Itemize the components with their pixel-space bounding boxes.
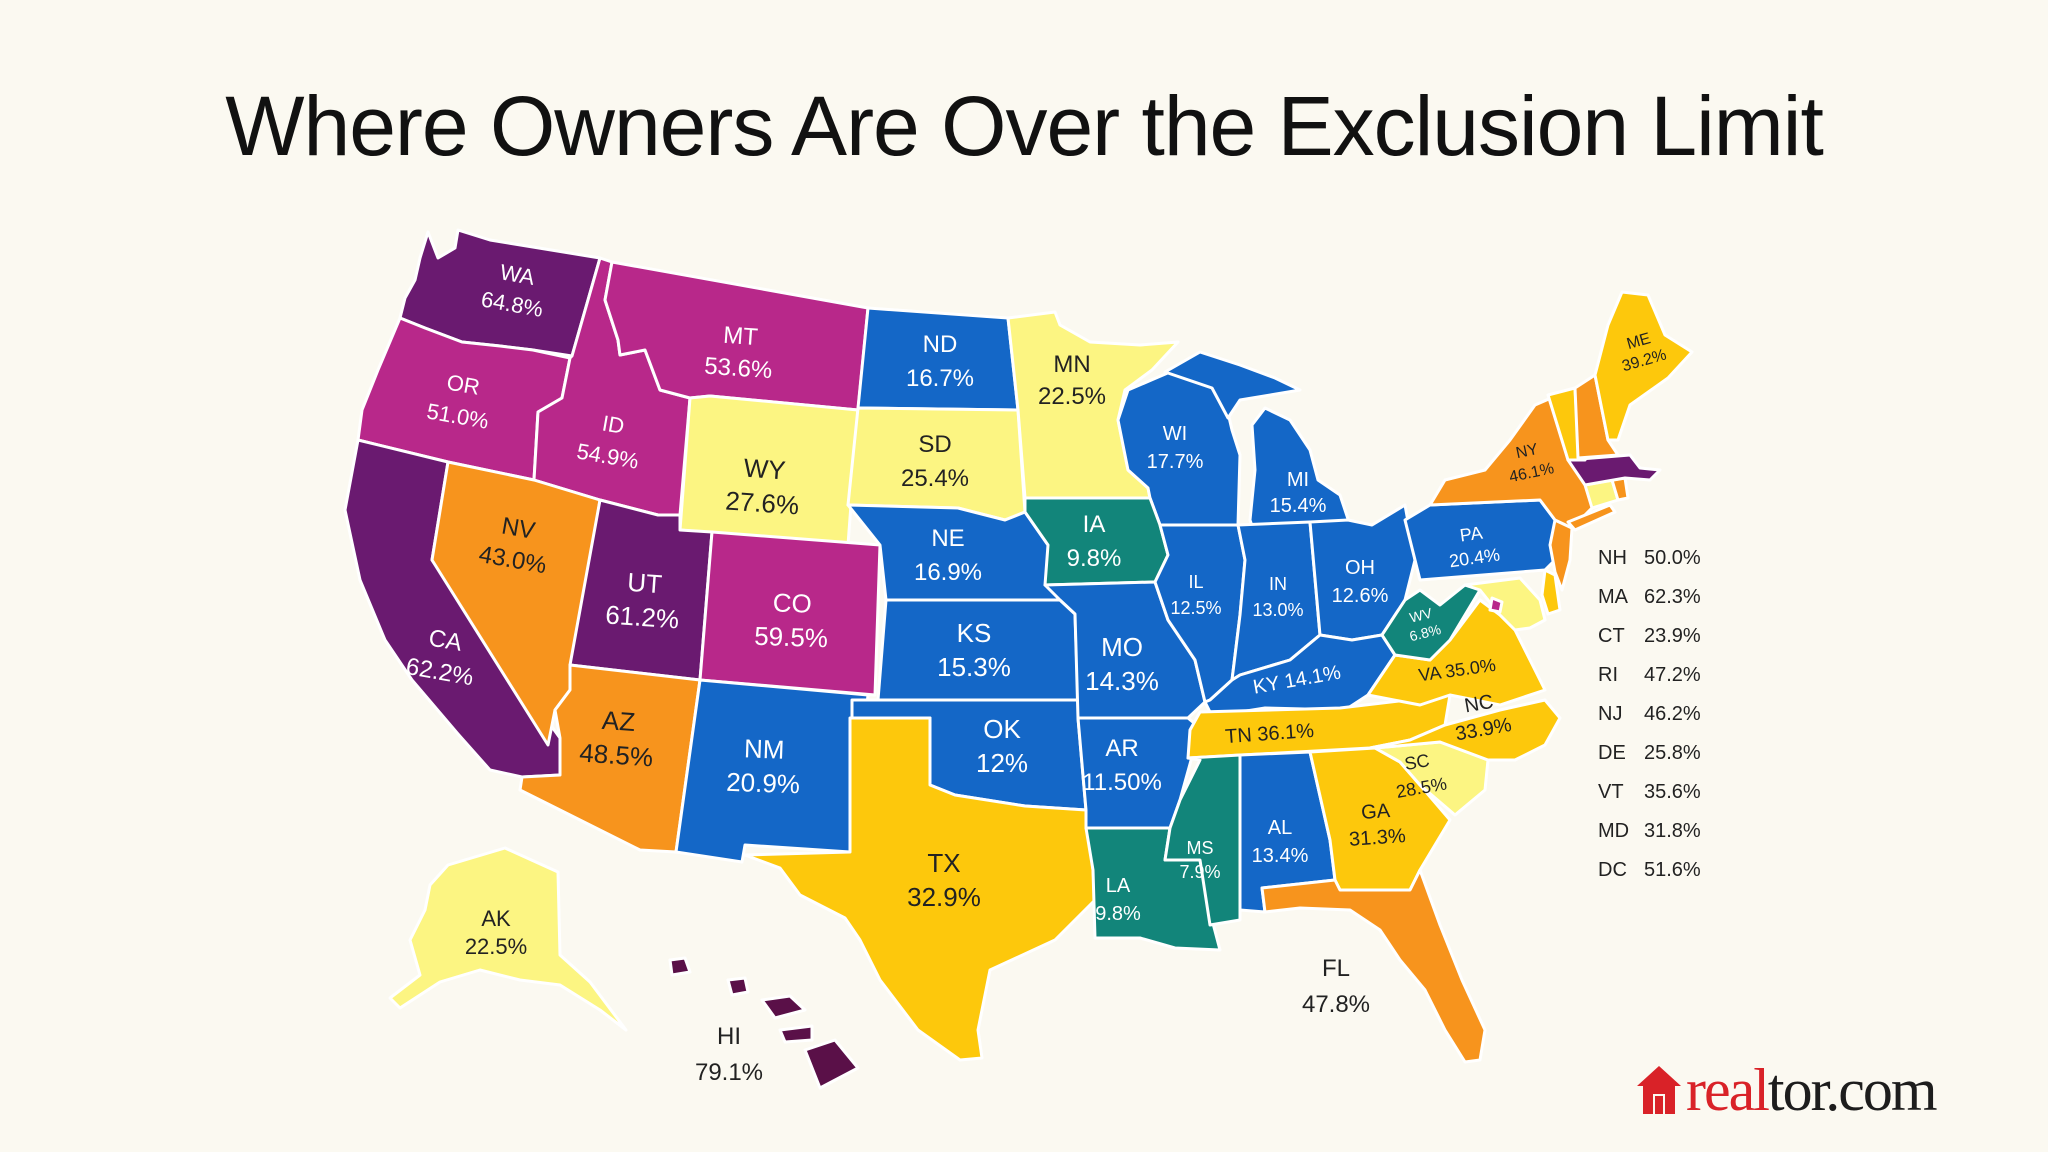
label-OK: OK 12% xyxy=(976,714,1028,778)
small-states-legend: NH 50.0% MA 62.3% CT 23.9% RI 47.2% NJ 46.2% … xyxy=(1598,547,1748,898)
legend-value: 62.3% xyxy=(1644,586,1701,608)
legend-row: DC 51.6% xyxy=(1598,859,1748,898)
realtor-logo: real tor.com xyxy=(1636,1057,1938,1123)
legend-row: RI 47.2% xyxy=(1598,664,1748,703)
legend-row: VT 35.6% xyxy=(1598,781,1748,820)
state-NC[interactable] xyxy=(1368,698,1562,762)
label-MT: MT53.6% xyxy=(703,321,775,385)
state-MD[interactable] xyxy=(1463,576,1547,632)
legend-abbr: DE xyxy=(1598,742,1626,764)
label-MI: MI 15.4% xyxy=(1270,469,1327,517)
label-WY: WY27.6% xyxy=(724,451,802,520)
label-NM: NM20.9% xyxy=(726,733,802,800)
state-ND[interactable] xyxy=(856,306,1020,412)
logo-text-tor: tor.com xyxy=(1767,1057,1938,1123)
legend-value: 31.8% xyxy=(1644,820,1701,842)
label-ND: ND 16.7% xyxy=(906,331,974,392)
legend-row: NH 50.0% xyxy=(1598,547,1748,586)
legend-abbr: DC xyxy=(1598,859,1627,881)
label-SD: SD 25.4% xyxy=(901,431,969,492)
legend-row: NJ 46.2% xyxy=(1598,703,1748,742)
logo-text-real: real xyxy=(1686,1057,1770,1123)
legend-row: CT 23.9% xyxy=(1598,625,1748,664)
state-HI-1[interactable] xyxy=(668,956,692,977)
label-UT: UT61.2% xyxy=(604,565,682,634)
state-TX[interactable] xyxy=(743,716,1097,1062)
label-HI: HI 79.1% xyxy=(695,1023,763,1086)
label-IN: IN 13.0% xyxy=(1252,574,1303,620)
label-MS: MS 7.9% xyxy=(1179,838,1220,882)
label-IL: IL 12.5% xyxy=(1170,572,1221,618)
legend-abbr: VT xyxy=(1598,781,1624,803)
label-CO: CO59.5% xyxy=(754,587,830,654)
map-title: Where Owners Are Over the Exclusion Limi… xyxy=(225,79,1824,173)
label-NE: NE 16.9% xyxy=(914,525,982,586)
state-MI[interactable] xyxy=(1248,406,1352,552)
state-MA[interactable] xyxy=(1566,453,1662,487)
label-WI: WI 17.7% xyxy=(1147,423,1204,473)
label-GA: GA31.3% xyxy=(1347,799,1407,851)
state-KS[interactable] xyxy=(876,598,1080,702)
label-AR: AR 11.50% xyxy=(1082,735,1162,796)
label-MN: MN 22.5% xyxy=(1038,351,1106,410)
state-HI-4[interactable] xyxy=(778,1024,814,1044)
house-icon xyxy=(1637,1066,1681,1114)
legend-abbr: RI xyxy=(1598,664,1618,686)
legend-abbr: MD xyxy=(1598,820,1630,842)
legend-row: MD 31.8% xyxy=(1598,820,1748,859)
state-NM[interactable] xyxy=(674,678,870,864)
legend-value: 46.2% xyxy=(1644,703,1701,725)
legend-value: 47.2% xyxy=(1644,664,1701,686)
state-FL[interactable] xyxy=(1260,868,1487,1064)
label-WV: WV6.8% xyxy=(1403,604,1442,645)
legend-value: 50.0% xyxy=(1644,547,1701,569)
state-AK[interactable] xyxy=(388,846,628,1032)
state-CO[interactable] xyxy=(698,530,882,697)
label-AL: AL 13.4% xyxy=(1252,817,1309,867)
legend-abbr: MA xyxy=(1598,586,1628,608)
state-ME[interactable] xyxy=(1593,290,1694,442)
state-NY-island[interactable] xyxy=(1566,503,1617,532)
state-SD[interactable] xyxy=(846,406,1027,522)
legend-value: 25.8% xyxy=(1644,742,1701,764)
state-DC[interactable] xyxy=(1488,596,1504,614)
state-DE[interactable] xyxy=(1540,568,1562,616)
state-HI-5[interactable] xyxy=(803,1038,860,1090)
label-KS: KS 15.3% xyxy=(937,618,1011,682)
label-AK: AK 22.5% xyxy=(465,906,527,959)
label-AZ: AZ48.5% xyxy=(578,703,656,772)
label-LA: LA 9.8% xyxy=(1095,875,1141,925)
label-MO: MO 14.3% xyxy=(1085,632,1159,696)
legend-value: 51.6% xyxy=(1644,859,1701,881)
legend-value: 23.9% xyxy=(1644,625,1701,647)
label-FL: FL 47.8% xyxy=(1302,955,1370,1018)
legend-value: 35.6% xyxy=(1644,781,1701,803)
legend-row: MA 62.3% xyxy=(1598,586,1748,625)
legend-row: DE 25.8% xyxy=(1598,742,1748,781)
state-HI-2[interactable] xyxy=(726,976,750,997)
label-IA: IA 9.8% xyxy=(1067,511,1122,572)
label-OH: OH 12.6% xyxy=(1332,557,1389,607)
state-HI-3[interactable] xyxy=(760,994,807,1020)
legend-abbr: NH xyxy=(1598,547,1627,569)
legend-abbr: NJ xyxy=(1598,703,1623,725)
state-MI-upper[interactable] xyxy=(1163,350,1302,420)
legend-abbr: CT xyxy=(1598,625,1625,647)
label-TX: TX 32.9% xyxy=(907,848,981,912)
